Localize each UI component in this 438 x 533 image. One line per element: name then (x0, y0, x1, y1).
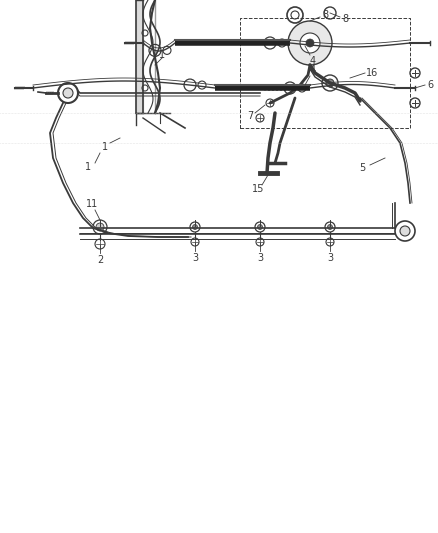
Text: 3: 3 (327, 253, 333, 263)
Circle shape (264, 37, 276, 49)
Circle shape (278, 39, 286, 47)
Text: 11: 11 (86, 199, 98, 209)
Circle shape (306, 39, 314, 47)
Circle shape (266, 99, 274, 107)
Circle shape (288, 21, 332, 65)
Circle shape (410, 68, 420, 78)
Text: 3: 3 (192, 253, 198, 263)
Circle shape (192, 224, 198, 230)
Circle shape (284, 82, 296, 94)
Circle shape (96, 223, 104, 231)
Circle shape (256, 114, 264, 122)
Circle shape (287, 7, 303, 23)
Circle shape (149, 44, 161, 56)
Text: 5: 5 (359, 163, 365, 173)
Circle shape (400, 226, 410, 236)
Circle shape (198, 81, 206, 89)
Circle shape (410, 98, 420, 108)
Text: 1: 1 (102, 142, 108, 152)
Text: 4: 4 (310, 56, 316, 66)
Circle shape (300, 33, 320, 53)
Circle shape (191, 238, 199, 246)
Text: 6: 6 (427, 80, 433, 90)
Circle shape (255, 222, 265, 232)
Text: 7: 7 (247, 111, 253, 121)
Circle shape (322, 75, 338, 91)
Circle shape (190, 222, 200, 232)
Circle shape (328, 224, 332, 230)
Circle shape (326, 79, 334, 87)
Circle shape (298, 84, 306, 92)
Circle shape (163, 46, 171, 54)
Text: 8: 8 (342, 14, 348, 24)
Circle shape (63, 88, 73, 98)
Circle shape (395, 221, 415, 241)
Text: 3: 3 (257, 253, 263, 263)
Circle shape (95, 239, 105, 249)
Circle shape (142, 30, 148, 36)
Text: 16: 16 (366, 68, 378, 78)
Circle shape (325, 222, 335, 232)
Circle shape (256, 238, 264, 246)
Circle shape (184, 79, 196, 91)
Circle shape (93, 220, 107, 234)
Text: 15: 15 (252, 184, 264, 194)
Circle shape (324, 7, 336, 19)
Circle shape (58, 83, 78, 103)
Text: 4: 4 (310, 65, 316, 75)
Circle shape (142, 85, 148, 91)
Circle shape (258, 224, 262, 230)
Text: 8: 8 (322, 10, 328, 20)
Text: 2: 2 (97, 255, 103, 265)
Text: 1: 1 (159, 50, 165, 60)
Text: 1: 1 (85, 162, 91, 172)
Circle shape (326, 238, 334, 246)
